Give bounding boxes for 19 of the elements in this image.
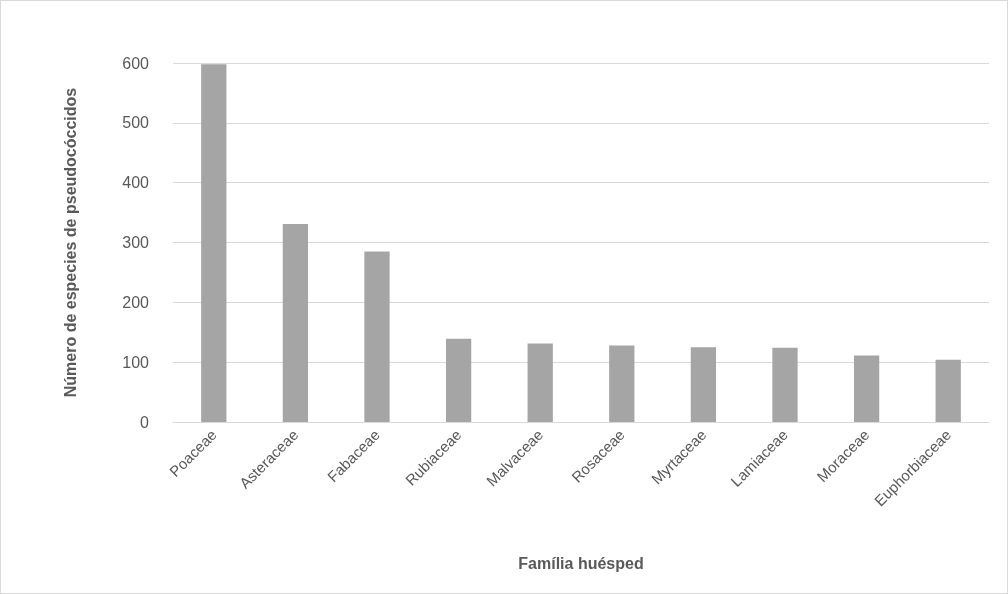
bar [772, 347, 798, 422]
bar [282, 223, 309, 422]
y-axis-title: Número de especies de pseudocóccidos [61, 87, 79, 398]
x-axis-title: Família huésped [518, 554, 644, 572]
bar [935, 359, 961, 422]
y-tick-label: 0 [140, 413, 150, 431]
bar [445, 338, 472, 422]
bar [201, 64, 227, 422]
bar [364, 251, 390, 422]
y-tick-label: 400 [122, 174, 150, 192]
y-tick-label: 200 [122, 293, 150, 311]
bar [609, 345, 635, 422]
y-tick-label: 300 [122, 234, 150, 251]
y-tick-label: 500 [122, 114, 150, 132]
bar [690, 347, 717, 422]
bar [853, 355, 880, 422]
y-tick-label: 600 [122, 54, 150, 72]
y-tick-label: 100 [122, 353, 150, 371]
bar [527, 343, 553, 422]
